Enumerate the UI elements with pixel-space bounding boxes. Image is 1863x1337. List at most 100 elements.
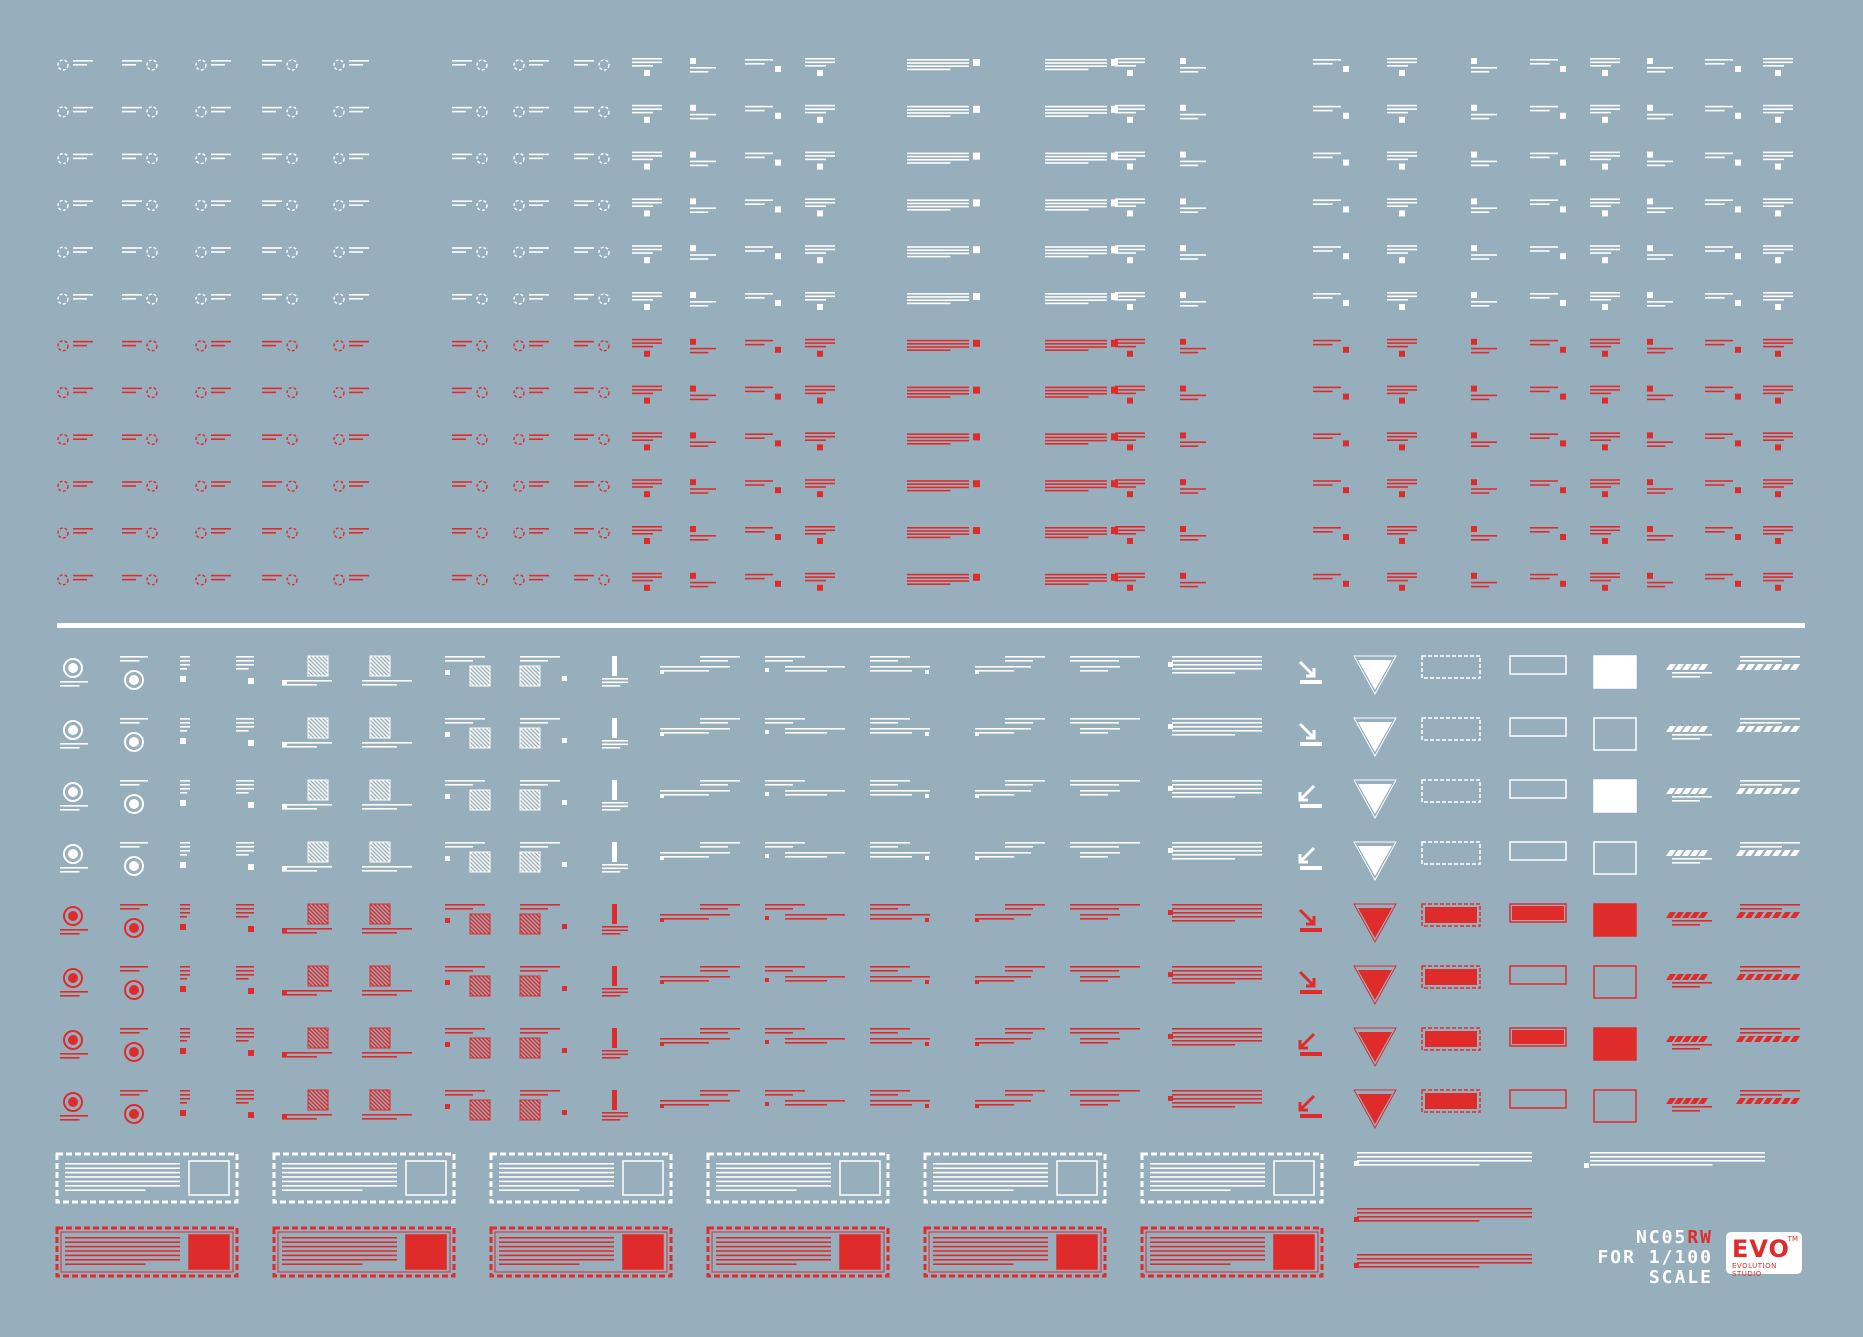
decal-text-line	[1172, 978, 1262, 980]
decal-text-line	[785, 1104, 827, 1106]
banner-read-box	[839, 1234, 881, 1270]
decal-square	[1343, 487, 1349, 494]
decal-text-line	[122, 294, 142, 296]
decal-hatch-line	[369, 1031, 387, 1049]
decal-hatch-line	[531, 975, 541, 985]
decal-text-line	[1172, 904, 1262, 906]
decal-stripe	[1698, 974, 1708, 980]
decal-stripe	[1754, 726, 1764, 732]
decal-stripe	[1736, 788, 1746, 794]
decal-text-line	[1045, 343, 1107, 345]
decal-text-line	[745, 297, 765, 299]
decal-text-line	[745, 437, 765, 439]
decal-text-line	[349, 481, 369, 483]
decal-text-line	[452, 481, 472, 483]
decal-text-line	[1763, 58, 1793, 60]
decal-square	[1127, 257, 1133, 264]
decal-text-line	[1045, 439, 1107, 442]
decal-bar	[612, 966, 617, 986]
decal-text-line	[574, 387, 594, 390]
decal-square	[775, 534, 781, 540]
decal-text-line	[745, 203, 765, 205]
decal-text-line	[805, 435, 835, 438]
decal-text-line	[1180, 207, 1206, 209]
decal-dashed-circle	[286, 574, 298, 586]
decal-text-line	[349, 251, 363, 253]
decal-stripe	[1666, 1098, 1676, 1104]
decal-ring	[124, 1104, 144, 1124]
decal-text-line	[1387, 292, 1417, 294]
decal-square	[1602, 491, 1608, 498]
decal-text-line	[529, 153, 549, 156]
decal-square	[1560, 300, 1566, 306]
decal-text-line	[1590, 342, 1620, 344]
decal-text-line	[690, 581, 716, 584]
decal-square	[817, 538, 823, 544]
decal-hatch-line	[477, 789, 491, 803]
decal-dashed-circle	[598, 152, 610, 165]
decal-text-line	[73, 298, 87, 300]
decal-dashed-circle	[598, 106, 610, 118]
decal-stripe	[1698, 1098, 1708, 1104]
decal-text-line	[236, 1102, 249, 1104]
decal-hatch-line	[369, 973, 383, 987]
decal-hatch-line	[469, 793, 487, 811]
decal-stripe	[1781, 912, 1791, 918]
decal-square	[1602, 350, 1608, 357]
decal-hatch-line	[323, 965, 329, 971]
decal-text-line	[690, 585, 709, 588]
decal-hatch-line	[531, 1099, 541, 1109]
decal-text-line	[262, 200, 282, 202]
decal-triangle-frame	[1353, 1027, 1397, 1068]
decal-text-line	[1705, 577, 1725, 580]
decal-square	[1471, 292, 1477, 298]
decal-hatch-line	[469, 727, 491, 749]
decal-text-line	[236, 970, 254, 972]
text-block	[1354, 1208, 1532, 1222]
decal-text-line	[690, 398, 709, 401]
decal-text-line	[805, 579, 826, 582]
decal-text-line	[1045, 105, 1107, 108]
decal-dashed-circle	[333, 59, 345, 71]
decal-text-line	[1530, 433, 1558, 435]
decal-text-line	[1387, 338, 1417, 341]
decal-text-line	[180, 726, 190, 728]
decal-text-line	[1045, 533, 1107, 535]
decal-hatch-line	[307, 1035, 321, 1049]
decal-stripe	[1781, 1036, 1791, 1042]
decal-arrow	[1298, 970, 1316, 988]
decal-hatch-line	[469, 801, 479, 811]
decal-text-line	[1172, 1106, 1235, 1108]
decal-text-line	[73, 578, 87, 581]
decal-hatch-line	[373, 779, 391, 797]
decal-text-line	[907, 249, 969, 251]
decal-text-line	[1471, 117, 1490, 120]
decal-text-line	[122, 438, 136, 440]
decal-text-line	[1590, 486, 1611, 488]
decal-hatch-line	[473, 1099, 491, 1117]
decal-text-line	[975, 852, 1031, 854]
decal-text-line	[1115, 572, 1145, 575]
decal-text-line	[785, 976, 845, 978]
decal-text-line	[211, 438, 225, 440]
decal-hatch-line	[377, 1027, 391, 1041]
decal-square	[765, 1040, 769, 1044]
decal-hatch-line	[477, 727, 491, 741]
decal-hatch-line	[523, 913, 541, 931]
warning-banner	[55, 1226, 239, 1278]
banner-read-box	[405, 1234, 447, 1270]
decal-dashed-circle	[286, 293, 298, 305]
decal-square	[1775, 304, 1781, 310]
decal-text-line	[120, 722, 140, 724]
decal-text-line	[745, 246, 773, 248]
warning-banner	[1140, 1226, 1324, 1278]
decal-square	[1343, 346, 1349, 353]
decal-text-line	[1070, 846, 1119, 848]
decal-text-line	[870, 914, 930, 916]
decal-hatch-line	[377, 903, 391, 917]
decal-hatch-line	[523, 1037, 541, 1055]
decal-hatch-line	[531, 913, 541, 923]
decal-hatch-line	[311, 655, 329, 673]
decal-text-line	[65, 1167, 180, 1169]
decal-arrow	[1298, 1094, 1316, 1112]
